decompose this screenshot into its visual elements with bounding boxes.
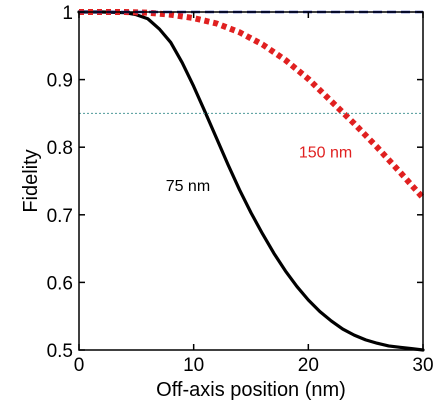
- x-axis-label: Off-axis position (nm): [156, 379, 346, 401]
- y-tick-label: 0.8: [47, 138, 73, 159]
- annotation-label-2: 150 nm: [299, 144, 352, 161]
- y-tick-label: 0.7: [47, 206, 73, 227]
- label-layer: 75 nm 150 nm: [166, 144, 353, 195]
- y-tick-label: 0.6: [47, 273, 73, 294]
- tick-layer: 0 10 20 30 0.5 0.6 0.7 0.8 0.9 1: [47, 3, 434, 376]
- x-tick-label: 0: [74, 355, 85, 376]
- x-tick-label: 30: [412, 355, 433, 376]
- plot-frame: [78, 11, 424, 351]
- y-tick-label: 1: [62, 3, 73, 24]
- y-tick-label: 0.9: [47, 71, 73, 92]
- x-tick-label: 20: [298, 355, 319, 376]
- x-tick-label: 10: [183, 355, 204, 376]
- series-line-2: [79, 9, 426, 200]
- series-line-1: [77, 10, 425, 352]
- plot-background: [79, 12, 423, 350]
- annotation-label-1: 75 nm: [166, 178, 210, 195]
- y-tick-label: 0.5: [47, 341, 73, 362]
- y-axis-label: Fidelity: [20, 149, 42, 212]
